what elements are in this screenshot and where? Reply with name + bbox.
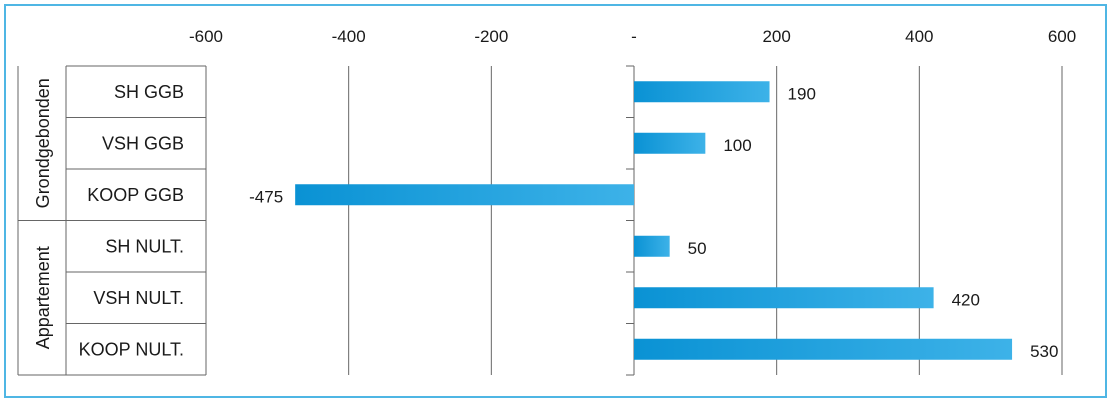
x-tick-label: 600 <box>1048 27 1076 46</box>
data-label: 530 <box>1030 342 1058 361</box>
category-label: SH NULT. <box>105 236 184 256</box>
group-label: Grondgebonden <box>33 78 53 208</box>
category-label: KOOP NULT. <box>79 339 184 359</box>
x-tick-label: -200 <box>474 27 508 46</box>
data-label: 420 <box>952 290 980 309</box>
data-label: 190 <box>788 84 816 103</box>
category-table <box>17 65 207 376</box>
category-label: KOOP GGB <box>87 185 184 205</box>
bar <box>634 235 670 257</box>
bar <box>634 132 706 154</box>
x-tick-label: 200 <box>762 27 790 46</box>
data-label: 50 <box>688 239 707 258</box>
data-label: -475 <box>249 187 283 206</box>
category-label: VSH NULT. <box>93 288 184 308</box>
bar <box>634 338 1013 360</box>
x-tick-label: -600 <box>189 27 223 46</box>
x-tick-label: 400 <box>905 27 933 46</box>
category-label: VSH GGB <box>102 133 184 153</box>
x-tick-label: -400 <box>332 27 366 46</box>
bar <box>634 287 934 309</box>
bar <box>295 184 634 206</box>
category-label: SH GGB <box>114 82 184 102</box>
labels: -600 -400 -200-200 400 600GrondgebondenAppar… <box>33 27 1076 361</box>
bars <box>295 81 1013 360</box>
grid-lines <box>205 65 1063 376</box>
group-label: Appartement <box>33 246 53 349</box>
bar <box>634 81 770 103</box>
data-label: 100 <box>723 136 751 155</box>
x-tick-label: - <box>631 27 637 46</box>
